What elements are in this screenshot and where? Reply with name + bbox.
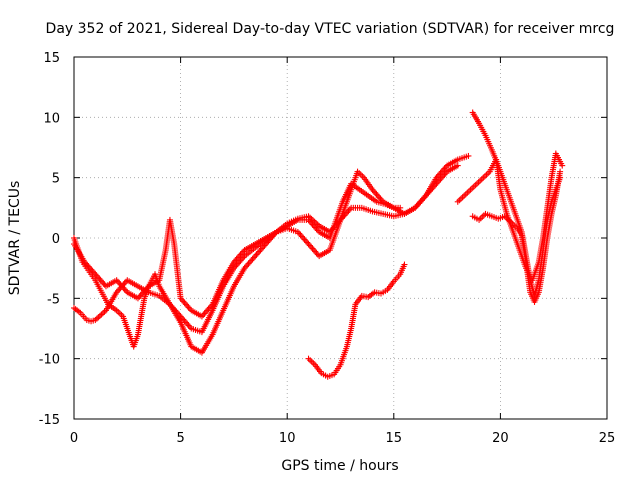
data-point xyxy=(401,261,408,268)
x-axis-label: GPS time / hours xyxy=(281,458,398,474)
y-tick-label: -10 xyxy=(39,353,60,368)
data-point xyxy=(465,152,472,159)
x-tick-label: 25 xyxy=(599,431,616,446)
y-tick-label: -5 xyxy=(47,292,60,307)
y-tick-label: -15 xyxy=(39,413,60,428)
data-point xyxy=(454,162,461,169)
data-point xyxy=(557,168,564,175)
y-axis-label: SDTVAR / TECUs xyxy=(7,181,23,296)
x-tick-label: 20 xyxy=(492,431,509,446)
y-tick-label: 10 xyxy=(43,111,60,126)
y-tick-label: 5 xyxy=(52,172,60,187)
y-tick-label: 0 xyxy=(52,232,60,247)
data-point xyxy=(397,204,404,211)
x-tick-label: 15 xyxy=(386,431,403,446)
x-tick-label: 0 xyxy=(70,431,78,446)
axis-ticks: 0 5 10 15 20 25 -15 -10 -5 0 5 10 15 xyxy=(39,51,616,446)
x-tick-label: 10 xyxy=(279,431,296,446)
y-tick-label: 15 xyxy=(43,51,60,66)
chart-title: Day 352 of 2021, Sidereal Day-to-day VTE… xyxy=(46,21,615,37)
data-points xyxy=(71,109,566,380)
data-point xyxy=(559,162,566,169)
x-tick-label: 5 xyxy=(176,431,184,446)
